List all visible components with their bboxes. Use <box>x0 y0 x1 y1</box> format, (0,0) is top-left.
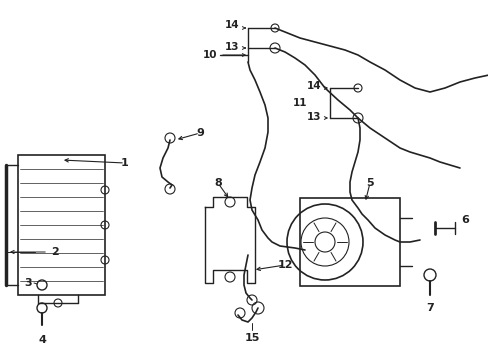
Text: 11: 11 <box>292 98 306 108</box>
Text: 5: 5 <box>366 178 373 188</box>
Text: 10: 10 <box>203 50 217 60</box>
Text: 6: 6 <box>460 215 468 225</box>
Text: 13: 13 <box>306 112 321 122</box>
Text: 1: 1 <box>121 158 129 168</box>
Text: 9: 9 <box>196 128 203 138</box>
Bar <box>299 198 399 286</box>
Text: 2: 2 <box>51 247 59 257</box>
Text: 3: 3 <box>24 278 32 288</box>
Text: 4: 4 <box>38 335 46 345</box>
Text: 14: 14 <box>306 81 321 91</box>
Text: 14: 14 <box>224 20 239 30</box>
Text: 7: 7 <box>425 303 433 313</box>
Text: 8: 8 <box>214 178 222 188</box>
Text: 13: 13 <box>224 42 239 52</box>
Text: 15: 15 <box>244 333 259 343</box>
Text: 12: 12 <box>277 260 292 270</box>
Bar <box>18 155 105 295</box>
